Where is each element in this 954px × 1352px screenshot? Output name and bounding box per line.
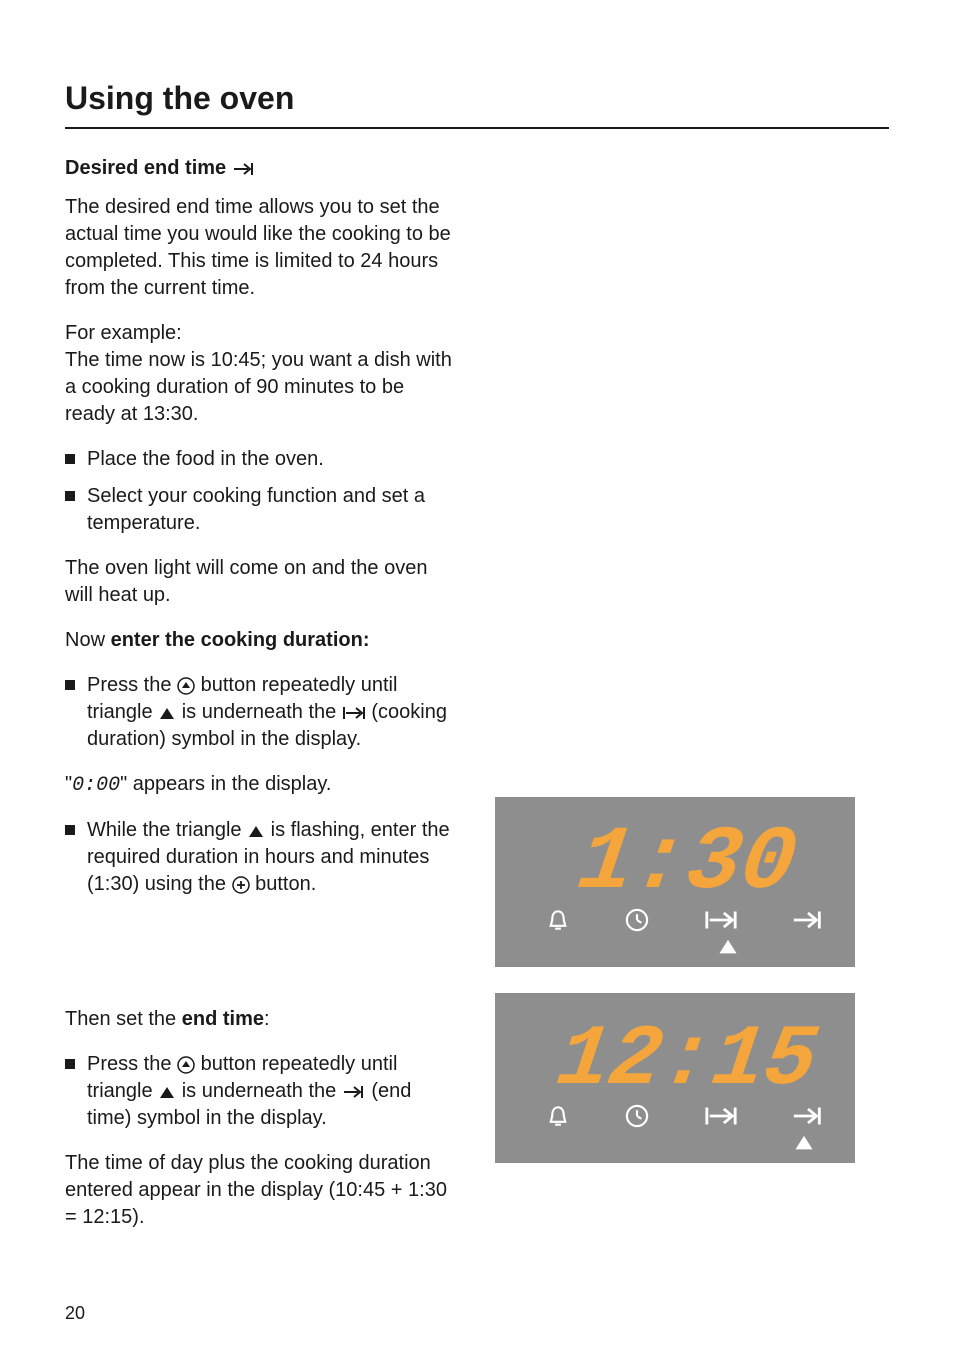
triangle-indicator-icon: [717, 935, 739, 957]
text: While the triangle: [87, 819, 247, 841]
triangle-up-icon: [158, 1083, 176, 1101]
text: is underneath the: [176, 701, 342, 723]
arrow-end-icon: [791, 1103, 825, 1129]
duration-icon: [342, 704, 366, 722]
arrow-end-icon: [791, 907, 825, 933]
text-bold: enter the cooking duration:: [111, 629, 370, 651]
seven-seg-display: 1:30: [495, 809, 855, 899]
spacer: [495, 1189, 889, 1249]
list-item: Press the button repeatedly until triang…: [65, 672, 455, 753]
oven-display-duration: 1:30: [495, 797, 855, 967]
arrow-end-icon: [342, 1083, 366, 1101]
seven-seg-value: 1:30: [572, 813, 802, 899]
text: is underneath the: [176, 1080, 342, 1102]
set-end-time-paragraph: Then set the end time:: [65, 1006, 455, 1033]
page-number: 20: [65, 1303, 85, 1324]
text: Then set the: [65, 1008, 182, 1030]
content-columns: Desired end time The desired end time al…: [65, 157, 889, 1249]
triangle-indicator-icon: [793, 1131, 815, 1153]
arrow-end-icon: [232, 160, 256, 178]
time-calc-paragraph: The time of day plus the cooking duratio…: [65, 1150, 455, 1231]
mode-button-icon: [177, 677, 195, 695]
page-title: Using the oven: [65, 80, 889, 117]
clock-icon: [624, 1103, 650, 1129]
steps-list-2: Press the button repeatedly until triang…: [65, 672, 455, 753]
text-bold: end time: [182, 1008, 264, 1030]
oven-display-endtime: 12:15: [495, 993, 855, 1163]
example-intro: For example:: [65, 322, 182, 344]
intro-paragraph: The desired end time allows you to set t…: [65, 194, 455, 302]
text: :: [264, 1008, 270, 1030]
triangle-up-icon: [247, 822, 265, 840]
spacer: [65, 916, 455, 1006]
title-rule: [65, 127, 889, 129]
bell-icon: [545, 907, 571, 933]
steps-list-4: Press the button repeatedly until triang…: [65, 1051, 455, 1132]
list-item: While the triangle is flashing, enter th…: [65, 817, 455, 898]
seven-seg-value: 12:15: [551, 1011, 823, 1095]
plus-button-icon: [232, 876, 250, 894]
section-heading-text: Desired end time: [65, 157, 226, 180]
right-column: 1:30 12:15: [495, 157, 889, 1249]
seven-seg-display: 12:15: [495, 1005, 855, 1095]
steps-list-1: Place the food in the oven. Select your …: [65, 446, 455, 537]
duration-icon: [704, 907, 738, 933]
oven-light-paragraph: The oven light will come on and the oven…: [65, 555, 455, 609]
example-body: The time now is 10:45; you want a dish w…: [65, 349, 452, 425]
left-column: Desired end time The desired end time al…: [65, 157, 455, 1249]
text: Press the: [87, 674, 177, 696]
steps-list-3: While the triangle is flashing, enter th…: [65, 817, 455, 898]
bell-icon: [545, 1103, 571, 1129]
clock-icon: [624, 907, 650, 933]
example-paragraph: For example: The time now is 10:45; you …: [65, 320, 455, 428]
list-item: Press the button repeatedly until triang…: [65, 1051, 455, 1132]
display-icon-row: [545, 1103, 825, 1129]
seven-seg-text: 0:00: [72, 774, 120, 797]
text: " appears in the display.: [120, 773, 331, 795]
display-shows-paragraph: "0:00" appears in the display.: [65, 771, 455, 799]
mode-button-icon: [177, 1056, 195, 1074]
list-item: Select your cooking function and set a t…: [65, 483, 455, 537]
enter-duration-paragraph: Now enter the cooking duration:: [65, 627, 455, 654]
list-item: Place the food in the oven.: [65, 446, 455, 473]
text: button.: [250, 873, 317, 895]
page-container: Using the oven Desired end time The desi…: [0, 0, 954, 1352]
text: Now: [65, 629, 111, 651]
duration-icon: [704, 1103, 738, 1129]
display-icon-row: [545, 907, 825, 933]
section-heading: Desired end time: [65, 157, 455, 180]
text: Press the: [87, 1053, 177, 1075]
triangle-up-icon: [158, 704, 176, 722]
